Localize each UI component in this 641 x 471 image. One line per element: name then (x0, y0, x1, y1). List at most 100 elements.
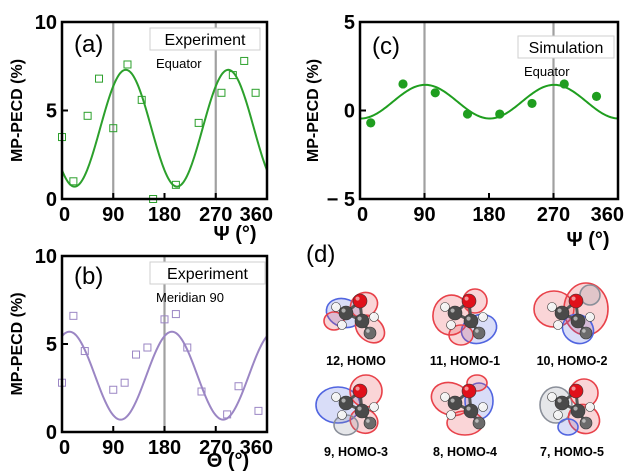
data-point (83, 111, 92, 120)
data-point (109, 385, 118, 394)
atom-highlight (549, 304, 552, 307)
x-tick-label: 90 (102, 204, 124, 226)
x-axis-title: Θ (°) (207, 450, 249, 471)
y-tick-label: 0 (46, 422, 57, 444)
atom-highlight (450, 398, 455, 403)
data-point (254, 406, 263, 415)
hydrogen-atom (331, 302, 341, 312)
fit-curve (61, 68, 268, 188)
x-tick-label: 180 (148, 437, 181, 459)
x-tick-label: 90 (102, 437, 124, 459)
carbon-atom (354, 313, 370, 329)
hydrogen-atom (547, 302, 557, 312)
oxygen-atom (461, 383, 477, 399)
data-point (171, 310, 180, 319)
data-point (495, 109, 505, 119)
data-point (123, 60, 132, 69)
carbon-atom (463, 403, 479, 419)
data-point (69, 311, 78, 320)
orbital-label: 12, HOMO (326, 354, 386, 368)
oxygen-atom (352, 293, 368, 309)
atom-highlight (582, 329, 586, 333)
orbital-lobe (557, 418, 579, 436)
panel-label: (d) (306, 241, 335, 268)
atom-highlight (371, 404, 374, 407)
hydrogen-atom (478, 402, 488, 412)
atom-highlight (333, 394, 336, 397)
hydrogen-atom (585, 312, 595, 322)
carbon-atom (579, 326, 593, 340)
hydrogen-atom (446, 320, 456, 330)
oxygen-atom (352, 383, 368, 399)
chart-panel-b: 0 90 180 270 360 0 5 10 MP-PECD (%) Θ (°) (b) Exper… (9, 246, 273, 471)
data-point (137, 95, 146, 104)
legend-box (517, 35, 615, 59)
orbital-label: 11, HOMO-1 (430, 354, 500, 368)
x-tick-label: 0 (59, 437, 70, 459)
carbon-atom (463, 313, 479, 329)
y-tick-label: 10 (35, 12, 57, 34)
hydrogen-atom (440, 302, 450, 312)
atom-highlight (371, 314, 374, 317)
atom-highlight (466, 406, 471, 411)
data-point (183, 343, 192, 352)
orbital-image-3: 9, HOMO-3 (315, 374, 388, 459)
data-point (366, 118, 376, 128)
data-point (120, 378, 129, 387)
atom-highlight (339, 412, 342, 415)
atom-highlight (549, 394, 552, 397)
y-tick-label: 5 (46, 334, 57, 356)
data-point (559, 79, 569, 89)
atom-highlight (557, 398, 562, 403)
atom-highlight (366, 419, 370, 423)
carbon-atom (447, 305, 463, 321)
hydrogen-atom (369, 402, 379, 412)
legend-box (149, 27, 261, 51)
hydrogen-atom (478, 312, 488, 322)
panel-label: (a) (74, 31, 103, 58)
legend-title: Experiment (165, 32, 246, 49)
data-point (69, 177, 78, 186)
data-point (109, 124, 118, 133)
x-tick-label: 90 (413, 204, 435, 226)
atom-highlight (582, 419, 586, 423)
data-point (251, 88, 260, 97)
hydrogen-atom (585, 402, 595, 412)
hydrogen-atom (337, 320, 347, 330)
atom-highlight (573, 406, 578, 411)
x-tick-label: 270 (199, 437, 232, 459)
atom-highlight (480, 314, 483, 317)
y-axis-title: MP-PECD (%) (9, 292, 26, 395)
atom-highlight (464, 296, 469, 301)
hydrogen-atom (440, 392, 450, 402)
atom-highlight (571, 386, 576, 391)
data-point (132, 350, 141, 359)
atom-highlight (355, 386, 360, 391)
orbital-image-2: 10, HOMO-2 (533, 282, 609, 368)
carbon-atom (570, 403, 586, 419)
y-tick-label: 5 (344, 12, 355, 34)
hydrogen-atom (553, 320, 563, 330)
y-tick-label: 5 (46, 101, 57, 123)
x-tick-label: 360 (240, 437, 273, 459)
legend-title: Experiment (167, 266, 248, 283)
atom-highlight (341, 398, 346, 403)
atom-highlight (341, 308, 346, 313)
carbon-atom (338, 305, 354, 321)
data-point (223, 410, 232, 419)
atom-highlight (555, 412, 558, 415)
y-tick-label: − 5 (327, 189, 355, 211)
orbital-label: 8, HOMO-4 (433, 445, 497, 459)
hydrogen-atom (446, 410, 456, 420)
atom-highlight (466, 316, 471, 321)
data-point (95, 74, 104, 83)
data-point (197, 387, 206, 396)
atom-highlight (587, 314, 590, 317)
x-axis-title: Ψ (°) (566, 229, 609, 251)
y-tick-label: 0 (344, 101, 355, 123)
carbon-atom (579, 416, 593, 430)
hydrogen-atom (547, 392, 557, 402)
atom-highlight (555, 322, 558, 325)
atom-highlight (475, 419, 479, 423)
